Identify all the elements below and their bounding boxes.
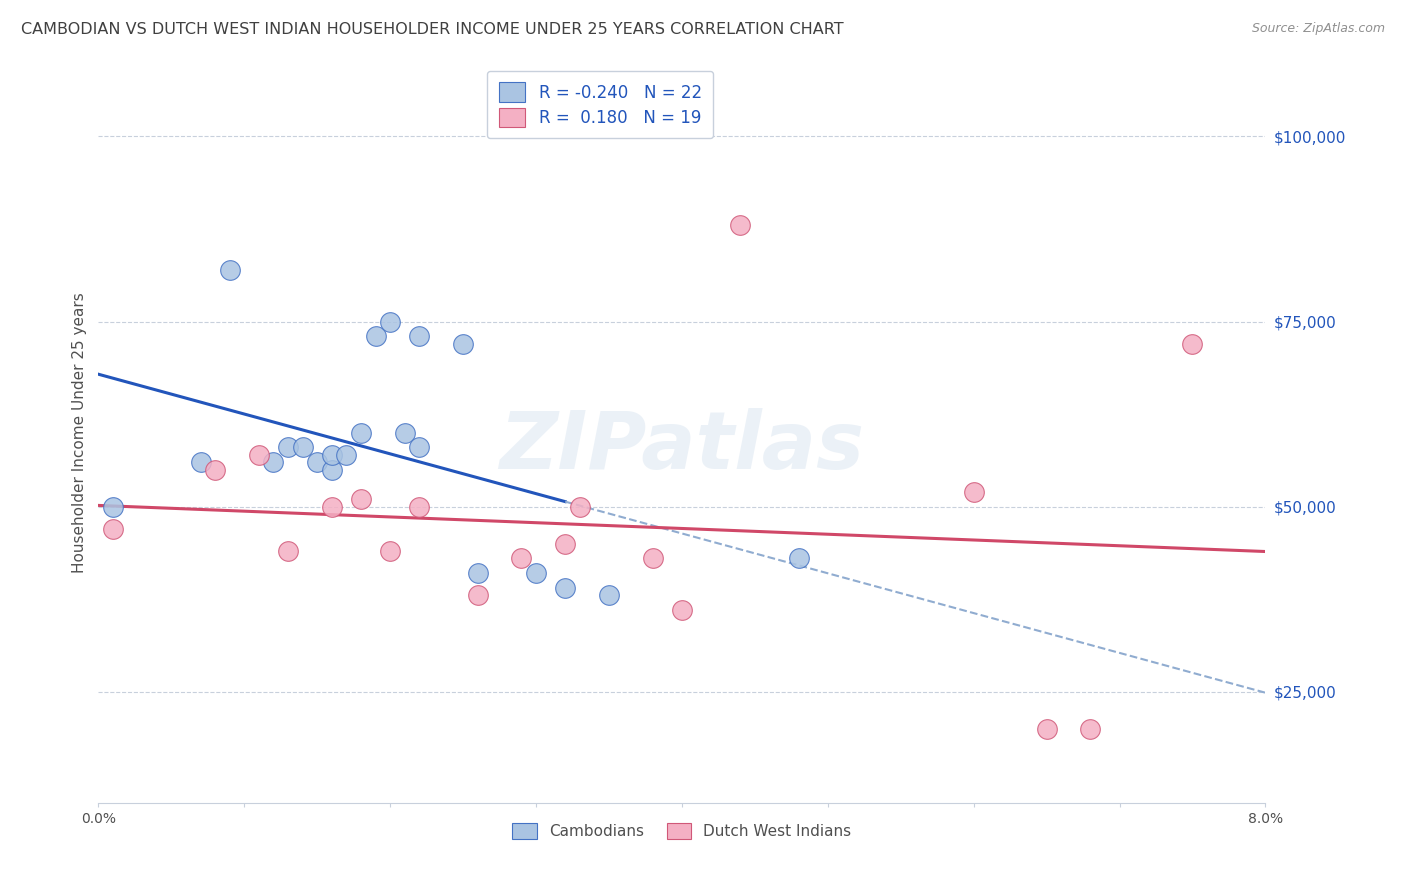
Y-axis label: Householder Income Under 25 years: Householder Income Under 25 years (72, 293, 87, 573)
Point (262, 455, 284, 469)
Point (350, 492, 373, 507)
Point (962, 484, 984, 499)
Point (1035, 722, 1057, 736)
Point (568, 500, 591, 514)
Point (364, 329, 387, 343)
Point (598, 589, 620, 603)
Point (510, 551, 533, 566)
Point (335, 448, 357, 462)
Point (218, 262, 240, 277)
Point (730, 219, 752, 233)
Point (380, 314, 402, 328)
Point (524, 566, 547, 581)
Point (291, 441, 314, 455)
Text: Source: ZipAtlas.com: Source: ZipAtlas.com (1251, 22, 1385, 36)
Point (247, 448, 270, 462)
Text: ZIPatlas: ZIPatlas (499, 409, 865, 486)
Point (1181, 336, 1204, 351)
Point (408, 329, 430, 343)
Point (554, 581, 576, 595)
Point (307, 455, 329, 469)
Point (641, 551, 664, 566)
Point (190, 455, 212, 469)
Point (554, 536, 576, 550)
Point (787, 551, 810, 566)
Point (1080, 722, 1102, 736)
Text: CAMBODIAN VS DUTCH WEST INDIAN HOUSEHOLDER INCOME UNDER 25 YEARS CORRELATION CHA: CAMBODIAN VS DUTCH WEST INDIAN HOUSEHOLD… (21, 22, 844, 37)
Point (321, 462, 343, 476)
Point (451, 336, 474, 351)
Point (408, 441, 430, 455)
Point (380, 544, 402, 558)
Legend: Cambodians, Dutch West Indians: Cambodians, Dutch West Indians (505, 815, 859, 847)
Point (408, 500, 430, 514)
Point (321, 448, 343, 462)
Point (467, 589, 489, 603)
Point (101, 522, 124, 536)
Point (101, 500, 124, 514)
Point (394, 425, 416, 440)
Point (277, 544, 299, 558)
Point (671, 603, 693, 617)
Point (350, 425, 373, 440)
Point (467, 566, 489, 581)
Point (204, 462, 226, 476)
Point (277, 441, 299, 455)
Point (321, 500, 343, 514)
